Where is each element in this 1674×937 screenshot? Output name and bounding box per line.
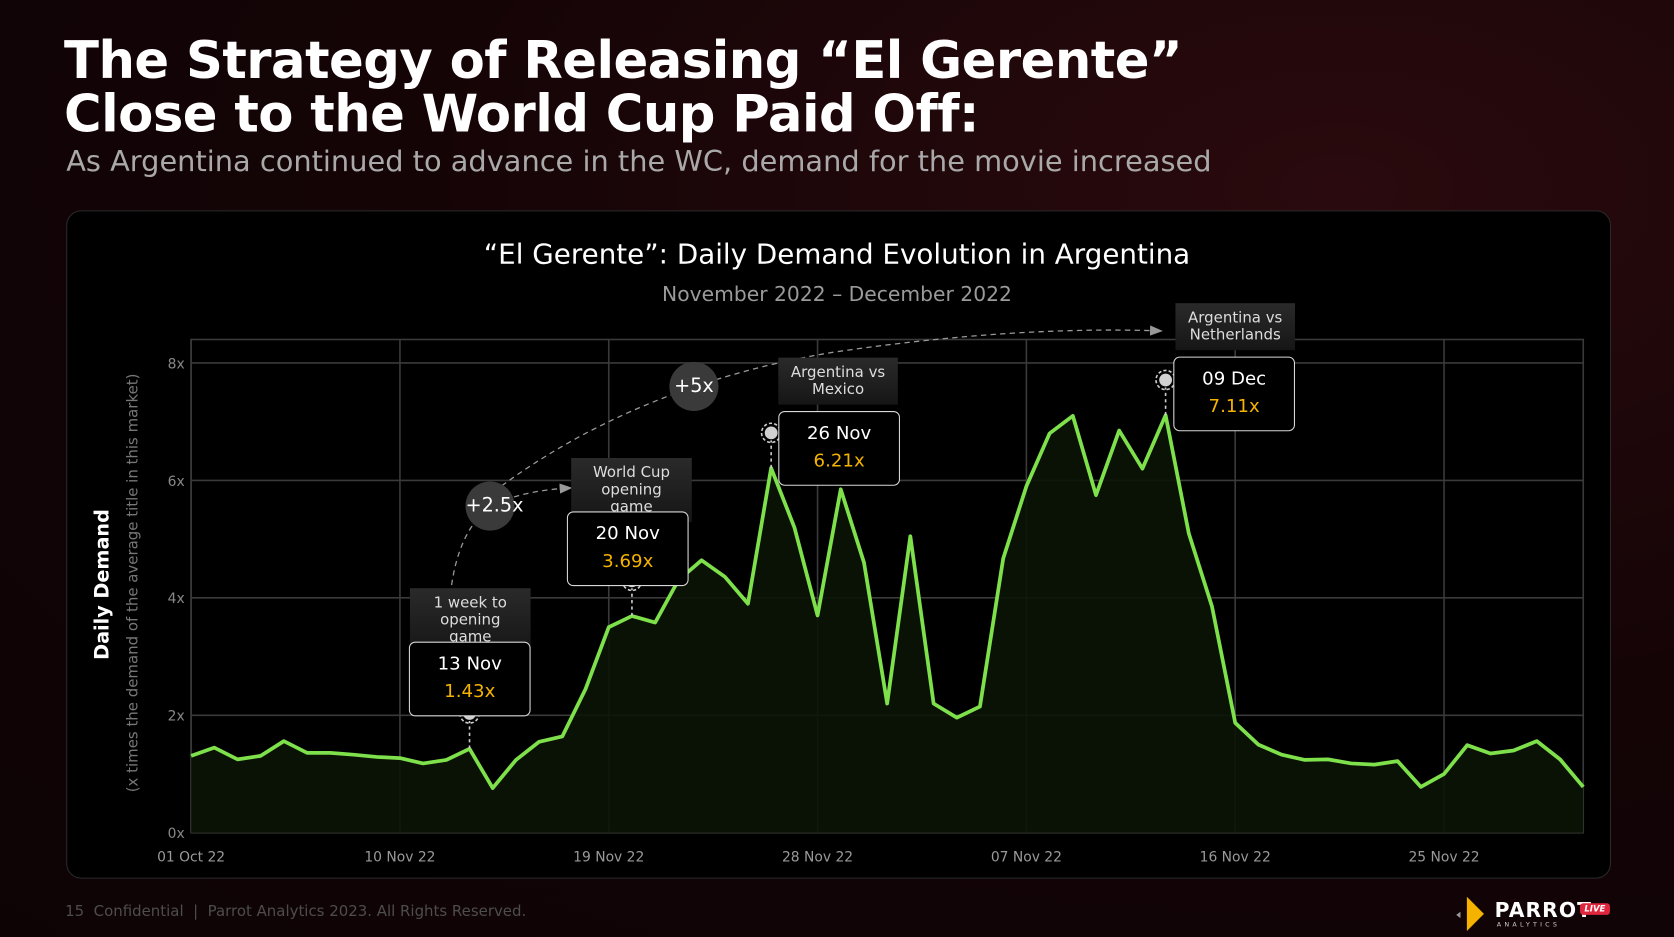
annotation-box-2: 20 Nov 3.69x	[566, 511, 689, 587]
annotation-label-3: Argentina vs Mexico	[778, 357, 898, 405]
growth-arrow-2	[501, 325, 1163, 487]
annotation-label-1: 1 week to opening game	[409, 588, 531, 653]
annotation-box-1: 13 Nov 1.43x	[408, 641, 531, 717]
annotation-box-4: 09 Dec 7.11x	[1173, 356, 1295, 432]
y-axis-subtitle: (x times the demand of the average title…	[124, 373, 142, 793]
annotation-box-3: 26 Nov 6.21x	[778, 411, 900, 486]
slide-title: The Strategy of Releasing “El Gerente” C…	[64, 30, 1183, 145]
x-tick-label: 25 Nov 22	[1408, 850, 1479, 866]
annotation-marker	[764, 426, 778, 440]
annotation-date: 20 Nov	[595, 523, 660, 545]
y-tick-label: 2x	[168, 709, 185, 725]
title-line-1: The Strategy of Releasing “El Gerente”	[64, 30, 1183, 91]
logo-wordmark: PARROT	[1494, 898, 1593, 923]
y-tick-label: 0x	[168, 826, 185, 842]
x-tick-label: 28 Nov 22	[782, 850, 853, 866]
y-tick-label: 8x	[168, 356, 185, 372]
parrot-logo-icon	[1456, 896, 1484, 931]
x-tick-label: 19 Nov 22	[573, 850, 644, 866]
y-tick-label: 6x	[168, 474, 185, 490]
annotation-label-4: Argentina vs Netherlands	[1175, 303, 1295, 351]
x-tick-label: 07 Nov 22	[991, 850, 1062, 866]
slide-subtitle: As Argentina continued to advance in the…	[66, 145, 1212, 179]
annotation-marker	[1159, 373, 1173, 387]
annotation-date: 13 Nov	[437, 653, 502, 675]
footer-text: 15 Confidential | Parrot Analytics 2023.…	[65, 903, 527, 921]
logo-subtext: ANALYTICS	[1496, 921, 1561, 929]
x-tick-label: 01 Oct 22	[157, 850, 225, 866]
title-line-2: Close to the World Cup Paid Off:	[64, 84, 979, 145]
x-tick-label: 10 Nov 22	[364, 850, 435, 866]
annotation-label-2: World Cup opening game	[571, 458, 692, 523]
y-axis-title: Daily Demand	[91, 509, 114, 660]
demand-line	[190, 413, 1585, 790]
annotation-value: 7.11x	[1208, 396, 1260, 418]
growth-bubble-2: +5x	[669, 361, 719, 412]
demand-area	[191, 415, 1584, 833]
x-tick-label: 16 Nov 22	[1200, 850, 1271, 866]
annotation-value: 6.21x	[813, 450, 865, 472]
growth-bubble-1: +2.5x	[465, 481, 524, 531]
chart-title: “El Gerente”: Daily Demand Evolution in …	[483, 239, 1191, 272]
annotation-date: 26 Nov	[806, 422, 872, 445]
y-tick-label: 4x	[168, 591, 185, 607]
annotation-value: 3.69x	[602, 550, 654, 573]
annotation-date: 09 Dec	[1202, 368, 1267, 390]
live-badge: LIVE	[1580, 903, 1610, 915]
annotation-value: 1.43x	[444, 681, 496, 703]
chart-subtitle: November 2022 – December 2022	[662, 282, 1012, 307]
parrot-analytics-logo: PARROT ANALYTICS LIVE	[1454, 895, 1614, 933]
